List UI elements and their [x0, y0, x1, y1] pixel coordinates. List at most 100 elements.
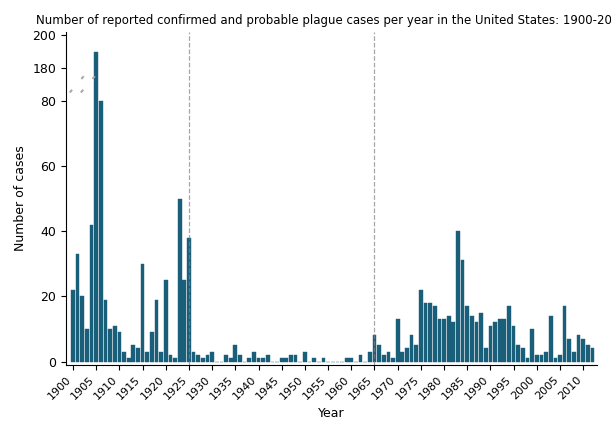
Bar [359, 355, 362, 362]
Bar [233, 345, 237, 362]
Bar [456, 231, 460, 362]
Bar [544, 352, 548, 362]
Bar [183, 280, 186, 362]
Bar [303, 352, 307, 362]
Bar [516, 345, 520, 362]
Bar [437, 319, 441, 362]
Bar [289, 355, 293, 362]
Bar [131, 345, 135, 362]
Bar [145, 352, 149, 362]
Bar [512, 326, 516, 362]
Bar [164, 280, 167, 362]
Bar [396, 319, 400, 362]
Bar [554, 358, 557, 362]
Bar [405, 349, 409, 362]
Bar [382, 355, 386, 362]
Bar [391, 358, 395, 362]
Bar [127, 358, 131, 362]
Bar [535, 355, 539, 362]
Title: Number of reported confirmed and probable plague cases per year in the United St: Number of reported confirmed and probabl… [36, 14, 611, 27]
Bar [285, 358, 288, 362]
Bar [192, 352, 196, 362]
Bar [71, 290, 75, 362]
Bar [187, 238, 191, 362]
Bar [433, 306, 437, 362]
Bar [108, 329, 112, 362]
Bar [466, 306, 469, 362]
Bar [530, 329, 534, 362]
Y-axis label: Number of cases: Number of cases [14, 146, 27, 251]
Bar [373, 335, 376, 362]
Bar [572, 352, 576, 362]
X-axis label: Year: Year [318, 407, 345, 420]
Bar [549, 316, 552, 362]
Bar [521, 349, 525, 362]
Bar [312, 358, 316, 362]
Bar [414, 345, 418, 362]
Bar [410, 335, 414, 362]
Bar [428, 303, 432, 362]
Bar [442, 319, 446, 362]
Bar [104, 299, 108, 362]
Bar [206, 355, 210, 362]
Bar [387, 352, 390, 362]
Bar [563, 306, 566, 362]
Bar [201, 358, 205, 362]
Bar [99, 101, 103, 362]
Bar [229, 358, 233, 362]
Bar [169, 355, 172, 362]
Bar [568, 339, 571, 362]
Bar [150, 332, 154, 362]
Bar [178, 198, 181, 362]
Bar [586, 345, 590, 362]
Bar [525, 358, 529, 362]
Bar [581, 339, 585, 362]
Bar [502, 319, 506, 362]
Bar [247, 358, 251, 362]
Bar [238, 355, 242, 362]
Bar [94, 52, 98, 362]
Bar [489, 326, 492, 362]
Bar [577, 335, 580, 362]
Bar [558, 355, 562, 362]
Bar [321, 358, 325, 362]
Bar [122, 352, 126, 362]
Bar [90, 224, 93, 362]
Bar [262, 358, 265, 362]
Bar [368, 352, 371, 362]
Bar [507, 306, 511, 362]
Bar [349, 358, 353, 362]
Bar [81, 296, 84, 362]
Bar [447, 316, 450, 362]
Bar [484, 349, 488, 362]
Bar [266, 355, 269, 362]
Bar [377, 345, 381, 362]
Bar [591, 349, 595, 362]
Bar [252, 352, 256, 362]
Bar [141, 264, 144, 362]
Bar [117, 332, 121, 362]
Bar [493, 322, 497, 362]
Bar [113, 326, 117, 362]
Bar [136, 349, 140, 362]
Bar [498, 319, 502, 362]
Bar [294, 355, 298, 362]
Bar [419, 290, 423, 362]
Bar [210, 352, 214, 362]
Bar [540, 355, 543, 362]
Bar [479, 312, 483, 362]
Bar [159, 352, 163, 362]
Bar [461, 260, 464, 362]
Bar [173, 358, 177, 362]
Bar [470, 316, 474, 362]
Bar [452, 322, 455, 362]
Bar [257, 358, 260, 362]
Bar [400, 352, 404, 362]
Bar [196, 355, 200, 362]
Bar [475, 322, 478, 362]
Bar [280, 358, 284, 362]
Bar [155, 299, 158, 362]
Bar [76, 254, 79, 362]
Bar [423, 303, 427, 362]
Bar [85, 329, 89, 362]
